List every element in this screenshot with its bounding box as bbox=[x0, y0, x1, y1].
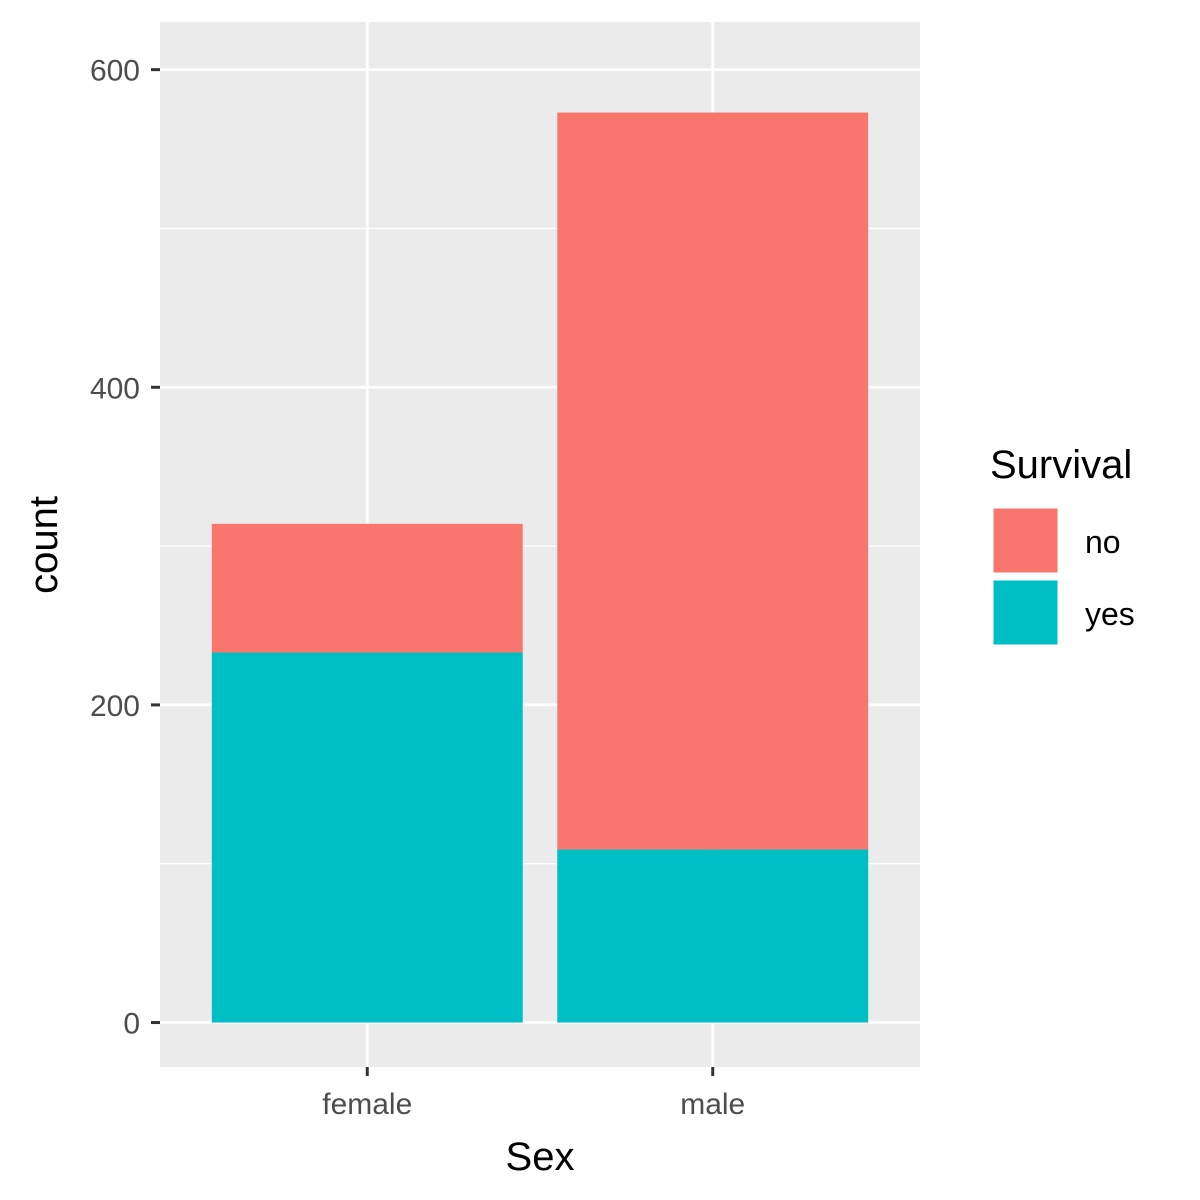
bar-stacks bbox=[211, 112, 869, 1023]
bar-male-yes bbox=[557, 849, 869, 1023]
y-tick-label: 400 bbox=[90, 372, 140, 405]
legend: Survival no yes bbox=[990, 443, 1135, 648]
y-tick-label: 0 bbox=[123, 1008, 140, 1041]
bar-female-yes bbox=[211, 652, 523, 1023]
bar-female-no bbox=[211, 523, 523, 653]
y-axis-title: count bbox=[22, 496, 66, 594]
y-tick-label: 600 bbox=[90, 55, 140, 88]
legend-title: Survival bbox=[990, 443, 1132, 487]
legend-key-yes bbox=[990, 577, 1061, 648]
x-tick-label: female bbox=[322, 1088, 412, 1121]
legend-label-no: no bbox=[1085, 524, 1121, 560]
x-axis-title: Sex bbox=[506, 1135, 575, 1179]
x-tick-label: male bbox=[680, 1088, 745, 1121]
y-axis: 0 200 400 600 bbox=[90, 55, 160, 1041]
legend-label-yes: yes bbox=[1085, 596, 1135, 632]
y-tick-label: 200 bbox=[90, 690, 140, 723]
legend-key-no bbox=[990, 505, 1061, 576]
bar-male-no bbox=[557, 112, 869, 850]
x-axis: female male bbox=[322, 1067, 745, 1121]
